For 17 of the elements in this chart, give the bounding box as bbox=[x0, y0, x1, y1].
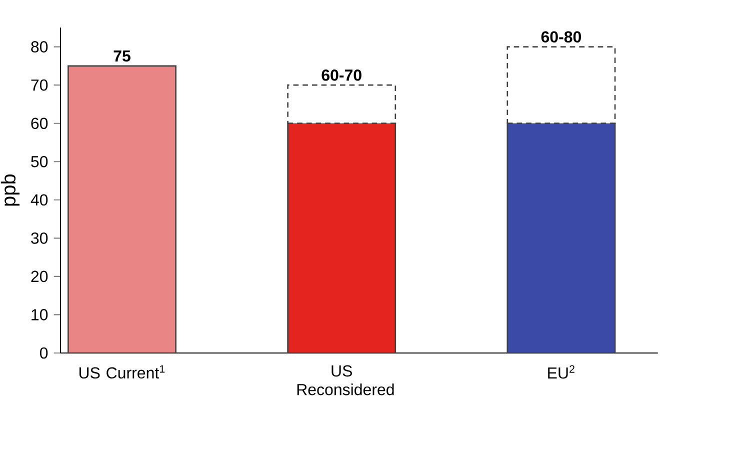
y-tick-label: 70 bbox=[31, 79, 48, 91]
y-tick-label: 20 bbox=[31, 270, 48, 282]
y-tick-label: 30 bbox=[31, 232, 48, 244]
x-tick-label: EU$^{2}$ bbox=[548, 365, 574, 379]
x-tick-label: US Current$^{1}$ bbox=[79, 365, 165, 379]
y-axis-title: ppb bbox=[0, 174, 20, 206]
y-tick-label: 0 bbox=[40, 347, 48, 359]
y-tick-label: 40 bbox=[30, 194, 48, 206]
y-tick-label: 50 bbox=[31, 156, 48, 168]
y-tick-label: 60 bbox=[31, 118, 48, 130]
total-label: 60-80 bbox=[541, 31, 582, 43]
total-label: 60-70 bbox=[322, 69, 362, 81]
total-label: 75 bbox=[114, 50, 130, 62]
x-tick-label: US Reconsidered bbox=[297, 365, 394, 396]
y-tick-label: 10 bbox=[32, 309, 48, 320]
y-tick-label: 80 bbox=[31, 41, 48, 52]
bar bbox=[68, 65, 176, 354]
